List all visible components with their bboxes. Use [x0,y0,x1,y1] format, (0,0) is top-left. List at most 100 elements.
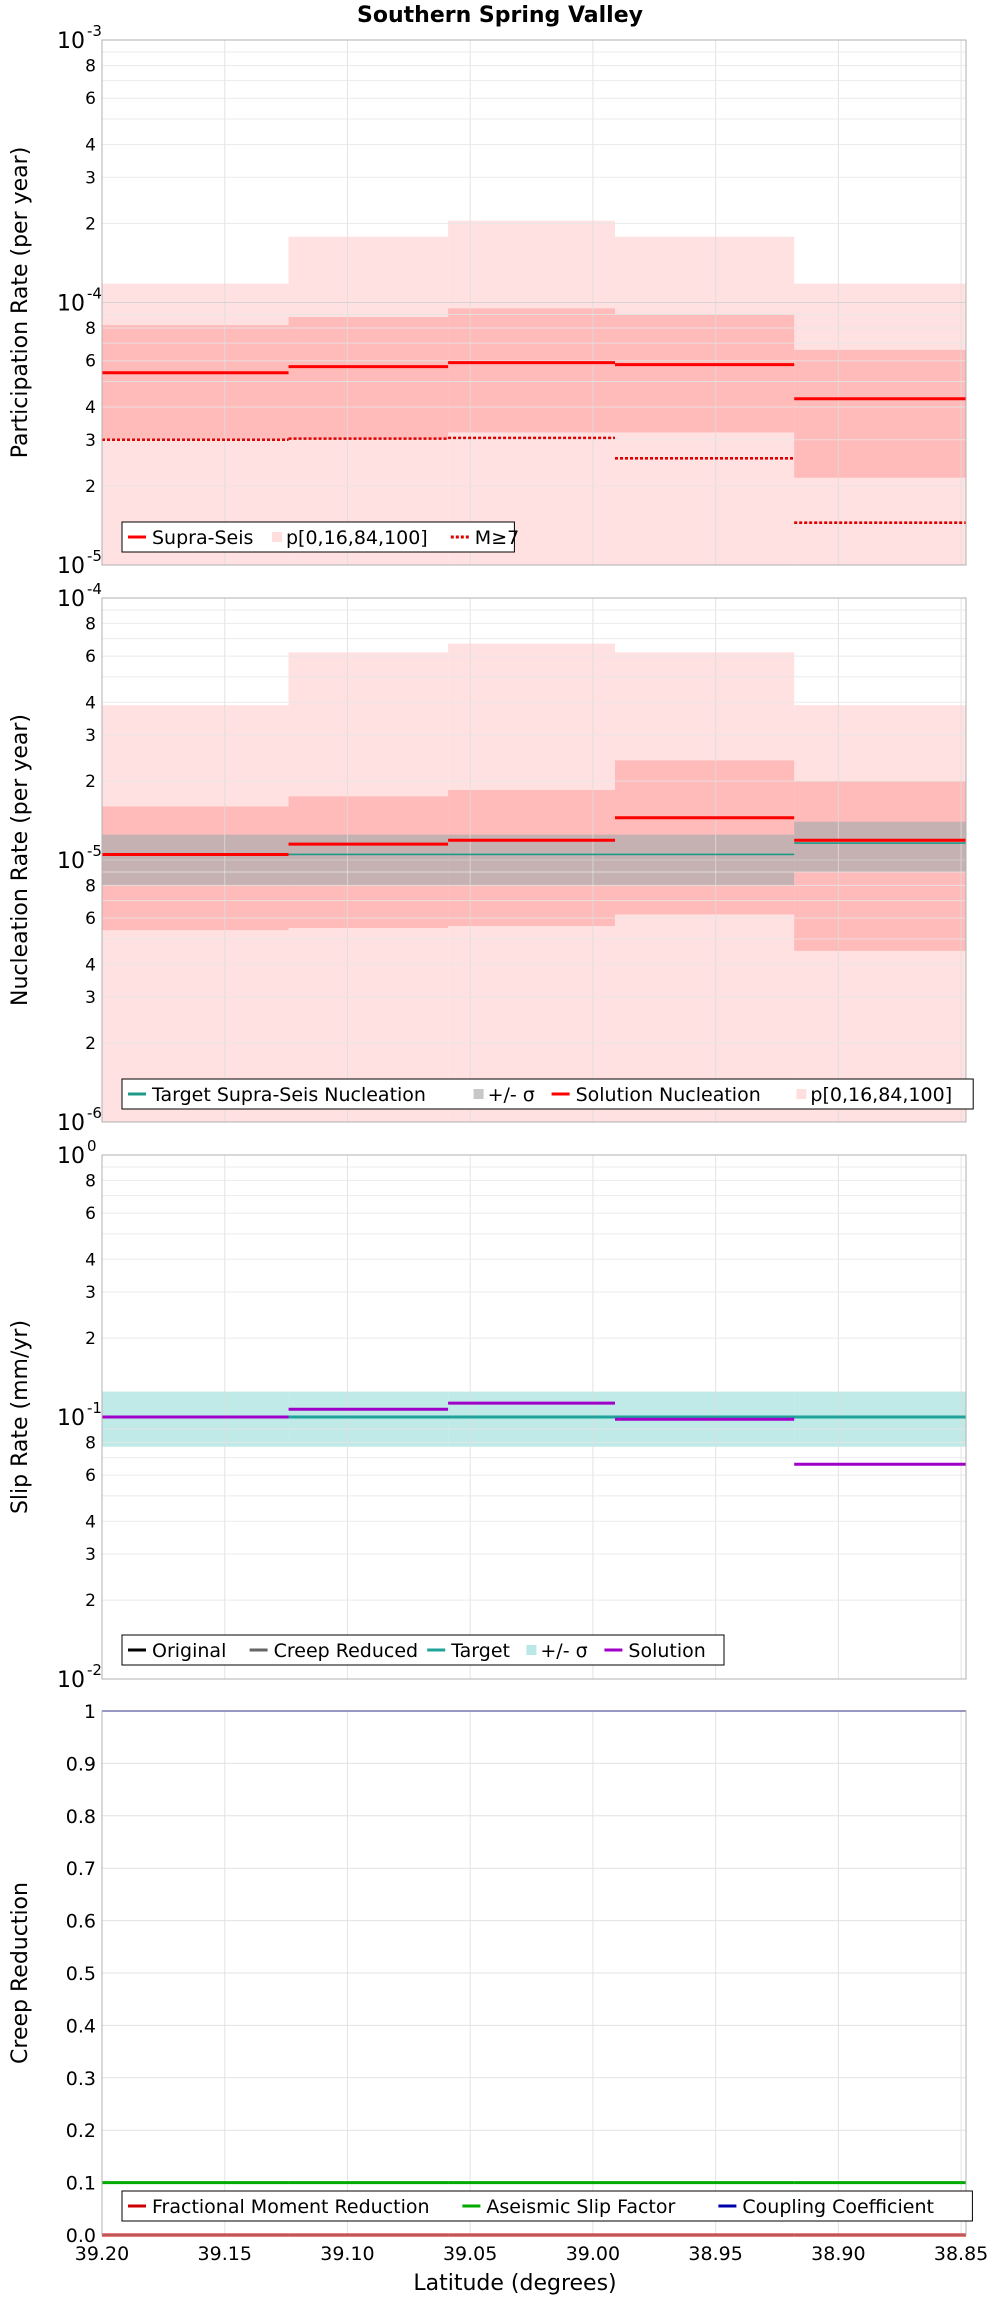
band-rect [102,1391,289,1447]
legend-swatch [796,1089,807,1099]
y-tick-label: 0.0 [66,2225,96,2247]
y-tick-label: 6 [85,909,96,929]
legend-swatch [272,532,282,542]
y-tick-label: 3 [85,168,96,188]
y-tick-label: 4 [85,955,96,975]
y-tick-label: 0.9 [66,1753,96,1775]
legend-box [121,1078,974,1110]
x-tick-label: 39.00 [566,2243,620,2265]
legend-box [121,521,515,553]
x-axis-label: Latitude (degrees) [413,2271,616,2296]
legend-label: p[0,16,84,100] [810,1084,952,1106]
y-tick-exponent: -2 [87,1661,102,1679]
y-tick-exponent: -6 [87,1104,102,1122]
y-tick-label: 0.1 [66,2173,96,2195]
x-tick-label: 39.05 [443,2243,497,2265]
y-tick-label: 2 [85,214,96,234]
legend-label: Creep Reduced [274,1640,418,1662]
legend-label: Supra-Seis [152,527,253,549]
y-tick-label: 6 [85,89,96,109]
band-rect [794,821,966,872]
y-tick-exponent: -3 [87,22,102,40]
legend: Original Creep Reduced Target +/- σ Solution [121,1634,725,1666]
y-tick-label: 2 [85,772,96,792]
band-rect [794,1391,966,1447]
y-tick-exponent: -4 [87,285,102,303]
legend: Fractional Moment Reduction Aseismic Slip… [121,2190,973,2222]
band-rect [288,317,449,440]
y-tick-label: 0.8 [66,1806,96,1828]
x-tick-label: 39.10 [320,2243,374,2265]
y-tick-label: 8 [85,319,96,339]
y-tick-label: 8 [85,1171,96,1191]
legend-label: Coupling Coefficient [742,2196,934,2218]
y-tick-label: 8 [85,876,96,896]
legend-swatch [473,1089,484,1099]
y-tick-label: 10 [57,1111,85,1136]
legend-label: Target [450,1640,510,1662]
y-axis-label: Slip Rate (mm/yr) [8,1320,33,1514]
y-tick-label: 3 [85,726,96,746]
panel-creep: 0.0 0.1 0.2 0.3 0.4 0.5 0.6 0.7 0.8 0.9 1 Creep Red… [8,1701,973,2247]
band-rect [794,349,966,478]
y-tick-label: 6 [85,1204,96,1224]
legend-label: M≥7 [475,527,519,549]
plot-frame [101,1154,967,1680]
y-tick-label: 3 [85,988,96,1008]
plot-frame [101,39,967,566]
x-tick-label: 38.95 [688,2243,742,2265]
y-tick-label: 0.2 [66,2120,96,2142]
y-tick-label: 1 [84,1701,96,1723]
legend-label: Fractional Moment Reduction [152,2196,430,2218]
legend-label: +/- σ [488,1084,535,1106]
y-tick-label: 10 [57,849,85,874]
y-tick-exponent: -5 [87,842,102,860]
legend-label: p[0,16,84,100] [286,527,428,549]
y-tick-label: 3 [85,431,96,451]
y-axis-label: Nucleation Rate (per year) [8,714,33,1006]
legend-label: Target Supra-Seis Nucleation [151,1084,426,1106]
legend-box [121,1634,725,1666]
y-tick-label: 2 [85,477,96,497]
y-tick-label: 0.6 [66,1911,96,1933]
y-axis-label: Participation Rate (per year) [8,147,33,459]
y-tick-exponent: -4 [87,580,102,598]
y-tick-label: 8 [85,56,96,76]
plot-frame [101,597,967,1123]
y-tick-label: 0.3 [66,2068,96,2090]
y-tick-label: 10 [57,1406,85,1431]
legend: Target Supra-Seis Nucleation +/- σ Solutio… [121,1078,974,1110]
y-tick-exponent: -1 [87,1399,102,1417]
y-tick-label: 2 [85,1591,96,1611]
y-tick-label: 4 [85,1250,96,1270]
legend-swatch [526,1645,537,1655]
y-tick-label: 4 [85,398,96,418]
chart-title: Southern Spring Valley [357,3,643,28]
band-rect [288,1391,449,1447]
y-tick-label: 4 [85,693,96,713]
x-tick-label: 39.20 [75,2243,129,2265]
y-tick-label: 6 [85,1466,96,1486]
legend-label: Original [152,1640,226,1662]
y-tick-label: 2 [85,1329,96,1349]
y-tick-label: 0.5 [66,1963,96,1985]
y-tick-label: 3 [85,1283,96,1303]
legend: Supra-Seis p[0,16,84,100] M≥7 [121,521,519,553]
y-tick-label: 10 [57,292,85,317]
y-tick-exponent: -5 [87,547,102,565]
y-tick-label: 4 [85,1512,96,1532]
y-tick-label: 10 [57,29,85,54]
band-rect [102,325,289,440]
band-rect [615,314,795,433]
band-rect [448,1391,615,1447]
y-tick-label: 10 [57,1144,85,1169]
legend-label: Solution [628,1640,705,1662]
y-tick-label: 10 [57,554,85,579]
x-tick-label: 38.90 [811,2243,865,2265]
legend-label: +/- σ [540,1640,587,1662]
y-tick-label: 6 [85,352,96,372]
